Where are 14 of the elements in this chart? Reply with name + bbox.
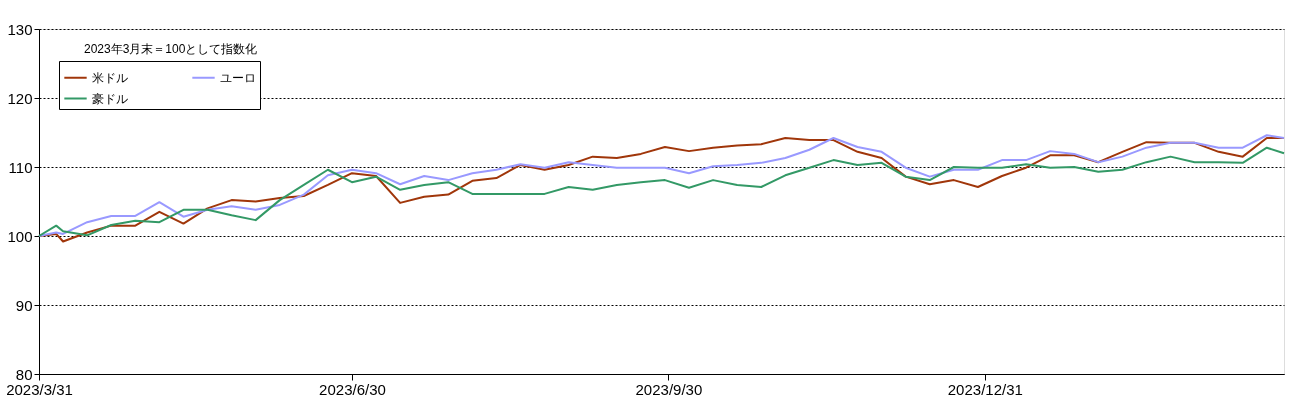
legend-label: ユーロ xyxy=(220,70,256,85)
y-tick-label: 110 xyxy=(8,158,33,176)
legend-label: 米ドル xyxy=(92,70,128,85)
x-tick-label: 2023/3/31 xyxy=(6,380,73,398)
y-tick-label: 90 xyxy=(15,296,33,314)
y-tick-label: 130 xyxy=(7,20,33,38)
y-tick-label: 120 xyxy=(7,89,33,107)
legend-label: 豪ドル xyxy=(92,91,128,106)
y-tick-label: 100 xyxy=(7,227,33,245)
x-tick-label: 2023/9/30 xyxy=(635,380,703,398)
annotation: 2023年3月末＝100として指数化 xyxy=(84,42,258,56)
x-tick-label: 2023/12/31 xyxy=(947,380,1023,398)
x-tick-label: 2023/6/30 xyxy=(319,380,386,398)
y-tick-label: 80 xyxy=(15,365,33,383)
